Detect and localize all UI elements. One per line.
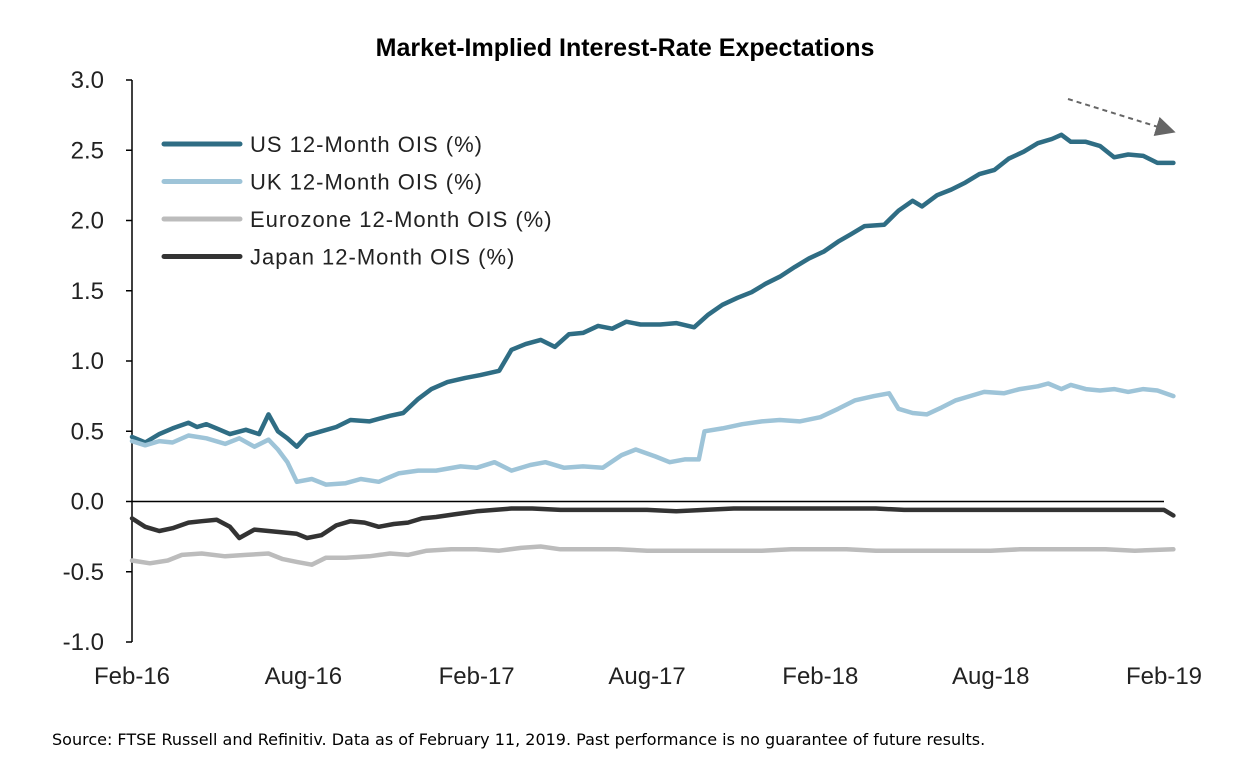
x-axis: Feb-16 Aug-16 Feb-17 Aug-17 Feb-18 Aug-18 Feb-… xyxy=(94,500,1202,690)
chart-title: Market-Implied Interest-Rate Expectation… xyxy=(376,34,875,62)
y-tick-label: 0.0 xyxy=(71,489,104,516)
y-tick-label: 1.0 xyxy=(71,348,104,375)
legend-label-japan: Japan 12-Month OIS (%) xyxy=(250,245,515,270)
y-tick-label: 2.5 xyxy=(71,137,104,164)
series-layer xyxy=(129,132,1176,567)
series-line-uk xyxy=(129,381,1176,487)
series-line-eurozone xyxy=(129,544,1176,567)
y-axis: 3.0 2.5 2.0 1.5 1.0 0.5 0.0 -0.5 -1.0 xyxy=(63,67,133,656)
y-tick-label: -1.0 xyxy=(63,629,104,656)
x-tick-label: Aug-17 xyxy=(608,663,685,690)
legend-label-us: US 12-Month OIS (%) xyxy=(250,132,483,157)
series-line-japan xyxy=(129,506,1176,541)
x-tick-label: Feb-19 xyxy=(1126,663,1202,690)
x-tick-label: Feb-16 xyxy=(94,663,170,690)
line-chart: Market-Implied Interest-Rate Expectation… xyxy=(63,34,1202,690)
source-note: Source: FTSE Russell and Refinitiv. Data… xyxy=(52,730,986,749)
trend-arrow-annotation xyxy=(1067,98,1176,136)
x-tick-label: Aug-18 xyxy=(952,663,1029,690)
y-tick-label: -0.5 xyxy=(63,559,104,586)
x-tick-label: Feb-17 xyxy=(439,663,515,690)
x-tick-label: Feb-18 xyxy=(782,663,858,690)
legend: US 12-Month OIS (%) UK 12-Month OIS (%) Eu… xyxy=(161,132,553,270)
legend-label-uk: UK 12-Month OIS (%) xyxy=(250,170,483,195)
legend-label-eurozone: Eurozone 12-Month OIS (%) xyxy=(250,207,553,232)
y-tick-label: 2.0 xyxy=(71,208,104,235)
y-tick-label: 0.5 xyxy=(71,418,104,445)
x-tick-label: Aug-16 xyxy=(265,663,342,690)
y-tick-label: 3.0 xyxy=(71,67,104,94)
series-line-us xyxy=(129,132,1176,449)
y-tick-label: 1.5 xyxy=(71,278,104,305)
